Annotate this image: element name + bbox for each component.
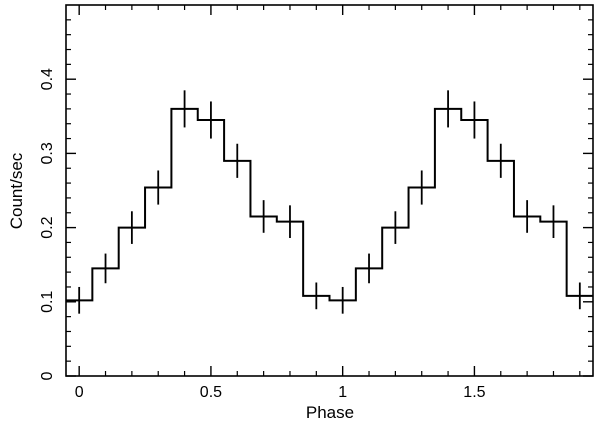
x-tick-label: 1.5	[463, 384, 485, 401]
x-tick-label: 0.5	[200, 384, 222, 401]
y-tick-label: 0.1	[39, 291, 56, 313]
y-tick-label: 0	[39, 371, 56, 380]
plot-frame	[65, 4, 594, 377]
x-axis-label: Phase	[306, 403, 354, 422]
y-tick-label: 0.3	[39, 142, 56, 164]
x-tick-label: 0	[75, 384, 84, 401]
x-axis-ticks: 0 0.5 1 1.5	[75, 5, 581, 401]
y-axis-ticks: 0 0.1 0.2 0.3 0.4	[39, 19, 593, 380]
series-step-line	[66, 107, 593, 302]
x-tick-label: 1	[338, 384, 347, 401]
y-axis-label: Count/sec	[7, 152, 26, 229]
y-tick-label: 0.2	[39, 216, 56, 238]
y-tick-label: 0.4	[39, 68, 56, 90]
series-group	[66, 90, 593, 314]
